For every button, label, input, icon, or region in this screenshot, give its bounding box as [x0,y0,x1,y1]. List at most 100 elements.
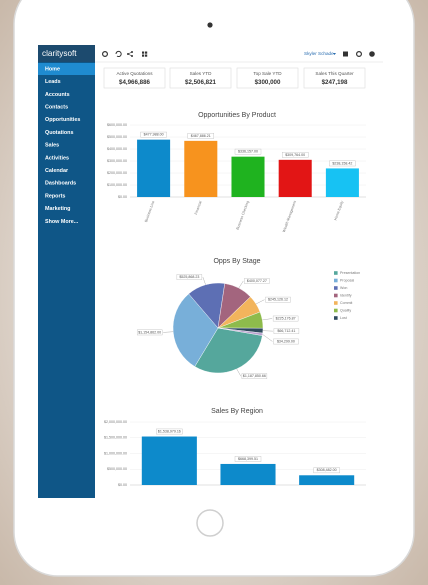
menu-item[interactable]: Quotations [45,130,73,136]
value-label-box [329,160,356,167]
bar [137,139,171,197]
screen: claritysoft Skyler Schade Home Leads Accou… [38,45,383,498]
value-label-box [282,152,309,158]
menu-item[interactable]: Marketing [45,206,70,212]
camera [207,22,213,28]
menu-item[interactable]: Opportunities [45,117,80,123]
menu-item[interactable]: Dashboards [45,181,76,187]
value-label-box [272,315,299,322]
topbar [95,45,383,62]
help-icon[interactable] [369,51,375,57]
leader-line [163,331,174,333]
legend-swatch [334,301,338,305]
leader-line [202,276,206,285]
legend-swatch [334,278,338,283]
value-label: $34,299.00 [277,339,295,343]
kpi-card [236,67,299,89]
bar [184,140,218,197]
value-label-box [136,329,163,336]
chart-title: Opps By Stage [213,258,260,265]
value-label: $308,482.00 [317,468,337,472]
x-tick-label: Financial [194,200,203,215]
share-icon[interactable] [127,51,133,57]
kpi-card [169,67,232,89]
menu-item[interactable]: Accounts [45,92,70,98]
menu-item[interactable]: Reports [45,193,65,199]
value-label-box [187,133,215,139]
value-label-box [234,148,262,155]
x-tick-label: Business Line [144,200,155,222]
value-label-box [265,296,291,303]
bar [231,156,265,197]
legend-label: Lost [340,316,347,320]
toolbar-icons [101,50,375,58]
legend-label: Identify [340,293,352,297]
kpi-value: $247,198 [322,79,348,86]
bar [278,159,312,197]
kpi-row: Active Quotations $4,966,886 Sales YTD $2,5… [103,67,366,89]
value-label-box [234,456,262,462]
user-menu[interactable]: Skyler Schade [304,51,334,56]
value-label: $309,764.00 [285,153,305,157]
leader-line [236,368,242,377]
kpi-value: $4,966,886 [119,79,151,86]
value-label: $467,886.21 [191,134,211,138]
apps-icon[interactable] [343,51,348,57]
value-label-box [140,131,167,138]
menu-item[interactable]: Calendar [45,168,69,174]
menu-item[interactable]: Sales [45,143,59,149]
y-tick-label: $2,000,000.00 [104,420,127,424]
leader-line [262,318,273,321]
menu-item[interactable]: Leads [45,79,61,85]
value-label-box [273,338,299,345]
y-tick-label: $1,000,000.00 [104,451,127,455]
pie-slice [194,327,263,374]
chart-title: Sales By Region [211,408,263,415]
legend-label: Won [340,286,347,290]
value-label: $477,988.00 [144,133,164,137]
screen-bg [38,45,383,498]
menu-item[interactable]: Show More... [45,219,79,225]
y-tick-label: $200,000.00 [107,171,127,175]
user-caret [333,53,336,55]
leader-line [238,280,244,289]
kpi-value: $2,506,821 [185,79,217,86]
bar [220,463,276,485]
legend-swatch [334,308,338,313]
legend-label: Proposal [340,278,354,282]
y-tick-label: $600,000.00 [107,123,127,127]
y-tick-label: $0.00 [118,483,127,487]
y-tick-label: $100,000.00 [107,183,127,187]
value-label: $1,187,850.66 [243,374,266,378]
legend-swatch [334,293,338,298]
settings-icon[interactable] [101,50,108,57]
value-label: $668,399.51 [238,457,258,461]
logo-bar [38,45,95,62]
gear-icon[interactable] [356,50,363,57]
menu-item[interactable]: Activities [45,155,69,161]
charts: Opportunities By Product $0.00 $100,000.00… [104,112,366,487]
logo: claritysoft [42,49,77,58]
kpi-card [303,67,366,89]
value-label-box [273,328,300,334]
y-tick-label: $500,000.00 [107,467,127,471]
y-tick-label: $1,500,000.00 [104,436,127,440]
home-button[interactable] [196,509,224,537]
refresh-icon[interactable] [115,50,122,58]
y-tick-label: $500,000.00 [107,135,127,139]
value-label: $525,868.23 [179,275,199,279]
menu-item[interactable]: Contacts [45,105,68,111]
kpi-label: Sales This Quarter [315,71,354,76]
grid-icon[interactable] [142,51,148,57]
menu-item[interactable]: Home [45,66,60,72]
y-tick-label: $400,000.00 [107,147,127,151]
kpi-label: Sales YTD [190,71,213,76]
value-label: $1,538,979.16 [158,429,181,433]
value-label-box [156,428,183,435]
bar [325,168,359,197]
y-tick-label: $300,000.00 [107,159,127,163]
value-label: $400,077.27 [247,279,267,283]
value-label: $1,154,862.00 [138,330,161,334]
